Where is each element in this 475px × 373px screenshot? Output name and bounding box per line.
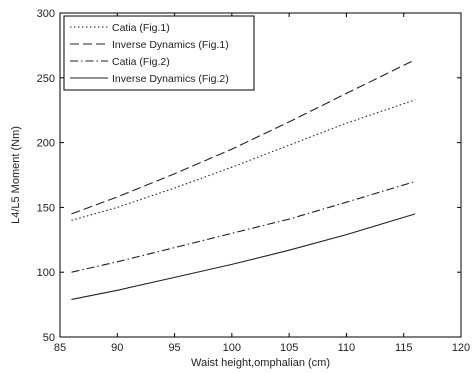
y-tick-label: 50 — [43, 332, 55, 344]
y-tick-label: 150 — [37, 202, 55, 214]
x-tick-label: 100 — [223, 342, 241, 354]
series-line-inverse-dynamics-fig-1 — [71, 59, 416, 215]
x-tick-label: 90 — [111, 342, 123, 354]
x-axis-label: Waist height,omphalian (cm) — [191, 357, 330, 369]
x-tick-label: 120 — [452, 342, 470, 354]
legend-label: Inverse Dynamics (Fig.2) — [112, 73, 229, 85]
legend-label: Inverse Dynamics (Fig.1) — [112, 39, 229, 51]
x-tick-label: 85 — [54, 342, 66, 354]
x-tick-label: 95 — [168, 342, 180, 354]
y-tick-label: 200 — [37, 138, 55, 150]
legend-label: Catia (Fig.2) — [112, 56, 170, 68]
y-tick-label: 250 — [37, 73, 55, 85]
x-tick-label: 105 — [280, 342, 298, 354]
legend-label: Catia (Fig.1) — [112, 22, 170, 34]
x-tick-label: 115 — [395, 342, 413, 354]
x-tick-label: 110 — [338, 342, 356, 354]
series-line-catia-fig-1 — [71, 99, 416, 221]
series-line-catia-fig-2 — [71, 180, 416, 273]
y-tick-label: 300 — [37, 8, 55, 20]
y-axis-label: L4/L5 Moment (Nm) — [10, 126, 22, 224]
y-tick-label: 100 — [37, 267, 55, 279]
series-line-inverse-dynamics-fig-2 — [71, 213, 416, 300]
